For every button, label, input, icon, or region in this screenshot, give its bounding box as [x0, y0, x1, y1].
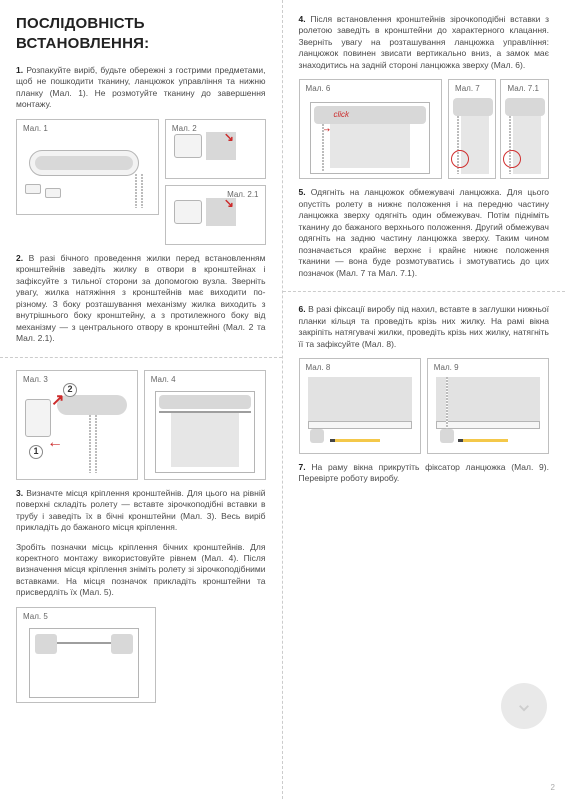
left-column: ПОСЛІДОВНІСТЬ ВСТАНОВЛЕННЯ: 1. Розпакуйт…: [0, 0, 283, 799]
step-3b: Зробіть позначки місць кріплення бічних …: [16, 542, 266, 599]
fig-2-1: Мал. 2.1 ↘: [165, 185, 266, 245]
figure-row-4: Мал. 6 click → Мал. 7 Мал. 7.1: [299, 79, 550, 179]
watermark-icon: [501, 683, 547, 729]
page-number: 2: [551, 783, 555, 793]
fig-9: Мал. 9: [427, 358, 549, 454]
fig-2: Мал. 2 ↘: [165, 119, 266, 179]
step-1: 1. Розпакуйте виріб, будьте обережні з г…: [16, 65, 266, 111]
figure-row-1: Мал. 1 Мал. 2 ↘ Мал. 2.1: [16, 119, 266, 245]
step-7: 7. На раму вікна прикрутіть фіксатор лан…: [299, 462, 550, 485]
divider-right: [283, 291, 565, 292]
fig-5: Мал. 5: [16, 607, 156, 703]
fig-1: Мал. 1: [16, 119, 159, 215]
figure-row-5: Мал. 8 Мал. 9: [299, 358, 550, 454]
fig-4: Мал. 4: [144, 370, 266, 480]
right-column: 4. Після встановлення кронштейнів зірочк…: [283, 0, 565, 799]
page-title: ПОСЛІДОВНІСТЬ ВСТАНОВЛЕННЯ:: [16, 14, 266, 53]
divider: [0, 357, 282, 358]
step-3a: 3. Визначте місця кріплення кронштейнів.…: [16, 488, 266, 534]
figure-row-3: Мал. 5: [16, 607, 266, 703]
fig-7: Мал. 7: [448, 79, 497, 179]
fig-7-1: Мал. 7.1: [500, 79, 549, 179]
step-2: 2. В разі бічного проведення жилки перед…: [16, 253, 266, 345]
fig-6: Мал. 6 click →: [299, 79, 442, 179]
step-4: 4. Після встановлення кронштейнів зірочк…: [299, 14, 550, 71]
step-5: 5. Одягніть на ланцюжок обмежувачі ланцю…: [299, 187, 550, 279]
figure-row-2: Мал. 3 ↗ ← 2 1 Мал. 4: [16, 370, 266, 480]
fig-8: Мал. 8: [299, 358, 421, 454]
step-6: 6. В разі фіксації виробу під нахил, вст…: [299, 304, 550, 350]
fig-3: Мал. 3 ↗ ← 2 1: [16, 370, 138, 480]
